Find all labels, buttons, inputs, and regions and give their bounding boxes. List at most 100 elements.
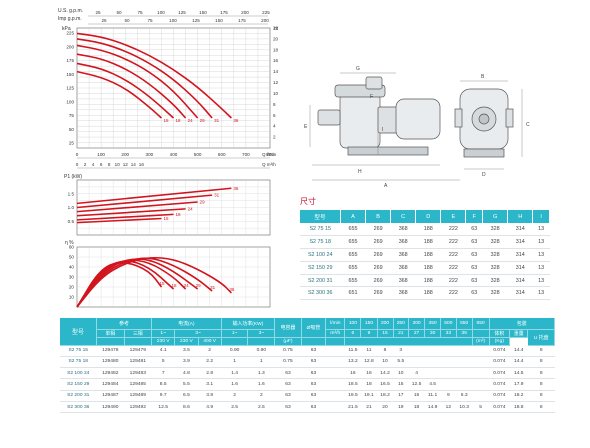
dim-cell: 188 [415,223,441,236]
q-lmin-label: Q l/min [262,152,277,157]
spec-model-cell: S2 75 15 [60,345,97,357]
power-line-label: 18 [176,212,182,217]
pump-drawings: G F E I H A B C D [304,66,530,189]
spec-cell [456,356,473,369]
pump-motor [395,98,441,140]
imp-tick: 25 [101,18,107,23]
spec-cell [325,367,345,380]
dim-cell: 655 [340,274,366,288]
spec-model-cell: S2 100 24 [60,367,97,380]
head-curves: 15 18 24 29 31 36 [76,32,239,123]
dim-cell: 13 [532,248,550,262]
dim-cell: 188 [415,286,441,301]
spec-cell [325,345,345,357]
spec-cell: 2 [221,390,248,402]
dim-cell: 368 [390,286,416,301]
spec-cell: 6.3 [456,390,473,402]
flow-header-lmin: 300 [408,318,426,330]
spec-cell: 2.2 [198,356,222,369]
h-cap: 电容器 [274,318,302,338]
spec-cell: 8.6 [174,401,199,414]
dim-letter-h: H [358,169,362,175]
dimensions-table: 型号 A B C D E F G H I S2 75 15 655 269 368 188 222 63 328… [300,210,550,301]
dim-cell: 13 [532,261,550,275]
spec-cell: 3.9 [174,356,199,369]
spec-cell: 129483 [124,367,152,380]
eff-tick: 30 [69,275,75,280]
spec-cell: 12.8 [360,356,377,369]
eff-curve-label: 24 [184,283,190,288]
dim-cell: 368 [390,223,416,236]
dim-cell: 314 [507,286,533,301]
eff-tick: 40 [69,265,75,270]
dim-cell: 13 [532,235,550,249]
m-tick: 8 [273,102,276,107]
spec-cell: 1.6 [247,378,275,391]
spec-cell [424,367,441,380]
spec-cell: 3.1 [198,378,222,391]
flow-header-m3h: 30 [424,329,442,338]
spec-cell: 18.5 [344,378,361,391]
dim-cell: 368 [390,248,416,262]
spec-cell: 129482 [96,367,125,380]
kpa-tick: 225 [66,31,74,36]
dim-cell: 63 [465,235,483,249]
kpa-tick: 125 [66,86,74,91]
spec-cell: 19.1 [360,390,377,402]
dim-header-cell: F [465,210,484,223]
dim-letter-g: G [356,66,360,72]
dim-header-cell: E [440,210,467,223]
spec-cell [325,390,345,402]
flow-header-lmin: 100 [344,318,362,330]
spec-cell [408,345,425,357]
lmin-tick: 100 [97,152,105,157]
spec-cell: 63 [301,378,326,391]
spec-cell: 14.4 [509,345,528,357]
flow-header-lmin: 650 [472,318,490,330]
spec-cell: 2.5 [247,401,275,414]
dim-cell: 63 [465,274,483,288]
head-curve-label: 15 [163,118,169,123]
spec-cell: 3.8 [198,390,222,402]
spec-cell: 5 [151,356,175,369]
spec-cell: 4.8 [174,367,199,380]
spec-cell: 0.90 [247,345,275,357]
dim-cell: 13 [532,286,550,301]
spec-cell: 3.5 [174,345,199,357]
spec-cell: 63 [301,401,326,414]
dim-cell: S2 300 36 [300,286,341,301]
spec-cell: 129487 [96,390,125,402]
spec-cell: 129481 [124,356,152,369]
spec-cell: 5 [472,401,489,414]
spec-cell: 14.2 [377,367,394,380]
power-line-18 [76,213,174,221]
power-line-36 [76,187,232,205]
spec-cell: 0.074 [489,367,510,380]
h-ref: 参考 [96,318,153,330]
spec-cell: 15 [408,390,425,402]
spec-cell: 0.074 [489,378,510,391]
m3h-tick: 14 [131,162,137,167]
head-curve-label: 31 [214,118,220,123]
spec-cell: 129489 [124,390,152,402]
m3h-ticks: 0 2 4 6 8 10 12 14 16 [76,162,145,167]
spec-cell: 129480 [96,356,125,369]
spec-cell: 18 [408,401,425,414]
dim-cell: S2 150 29 [300,261,341,275]
dim-cell: 314 [507,261,533,275]
spec-cell: 6.5 [174,390,199,402]
dim-cell: 368 [390,274,416,288]
flow-header-lmin: 150 [360,318,378,330]
spec-model-cell: S2 75 18 [60,356,97,369]
spec-cell: 0.074 [489,356,510,369]
eff-curve-label: 29 [196,283,202,288]
power-line-label: 31 [214,193,220,198]
dim-row: S2 300 36 651 269 368 188 222 63 328 314 13 [300,286,550,301]
h-lmin: l/min [325,318,346,330]
lmin-tick: 700 [242,152,250,157]
spec-cell: 3 [393,345,409,357]
dim-cell: 222 [440,274,466,288]
dim-cell: 655 [340,261,366,275]
eff-curve-15 [76,262,163,308]
m-tick: 20 [273,36,279,41]
